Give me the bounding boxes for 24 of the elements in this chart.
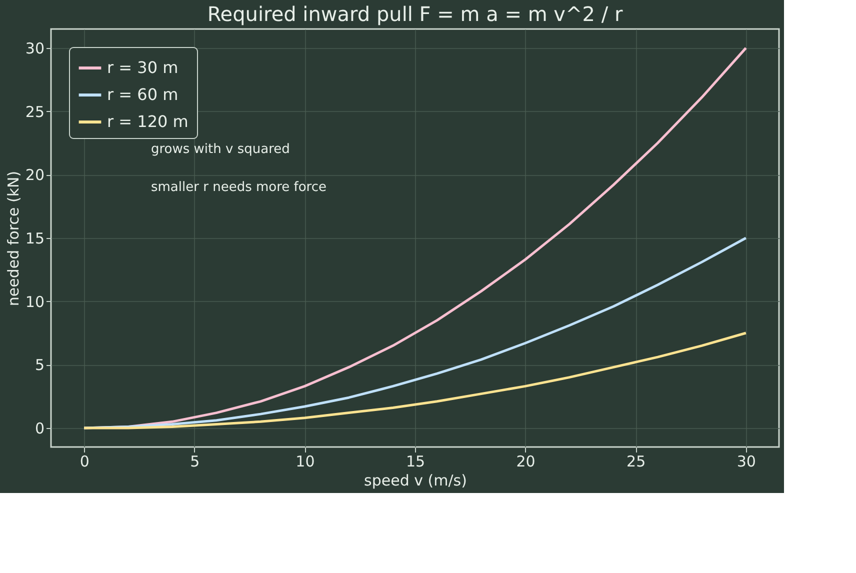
y-tick-label: 0: [34, 420, 44, 438]
x-axis-title: speed v (m/s): [364, 472, 467, 490]
y-tick-label: 10: [25, 292, 44, 311]
x-tick-label: 25: [626, 452, 646, 470]
line-series: [82, 332, 748, 430]
x-tick-label: 30: [736, 452, 756, 470]
y-tick-label: 15: [25, 230, 44, 248]
legend-label: r = 120 m: [107, 112, 188, 131]
x-tick-label: 10: [296, 452, 315, 470]
x-tick-label: 20: [516, 452, 536, 470]
chart-title: Required inward pull F = m a = m v^2 / r: [207, 2, 624, 26]
x-tick-label: 15: [406, 452, 426, 470]
y-tick-label: 30: [25, 40, 44, 58]
y-tick-label: 5: [34, 356, 44, 374]
legend-label: r = 60 m: [107, 85, 178, 104]
annotation: smaller r needs more force: [151, 180, 327, 195]
y-tick-label: 25: [25, 102, 44, 121]
y-axis-title: needed force (kN): [4, 170, 22, 306]
y-tick-label: 20: [25, 166, 44, 184]
x-tick-label: 0: [80, 452, 90, 470]
legend-label: r = 30 m: [107, 58, 178, 77]
annotation: grows with v squared: [151, 142, 290, 157]
x-tick-label: 5: [190, 452, 200, 470]
line-series: [82, 236, 748, 430]
